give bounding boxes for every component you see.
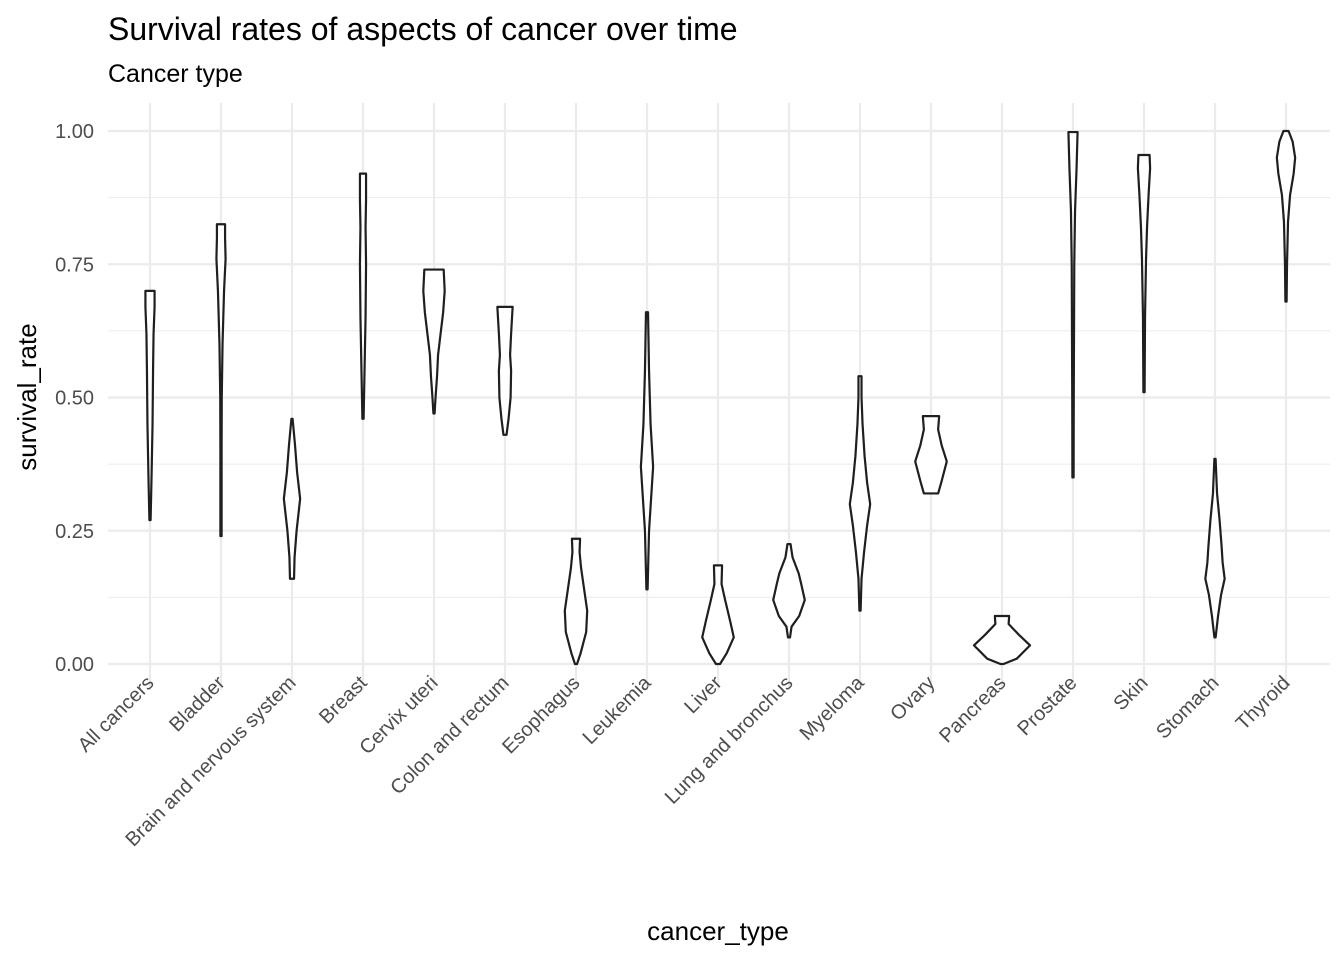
- violin-myeloma: [848, 375, 872, 612]
- chart-subtitle: Cancer type: [108, 60, 243, 88]
- violin-esophagus: [563, 537, 589, 666]
- y-tick-label: 0.25: [55, 521, 94, 543]
- violin-skin: [1136, 153, 1152, 394]
- y-axis-title: survival_rate: [12, 323, 42, 470]
- violin-bladder: [215, 223, 227, 538]
- violin-cervix-uteri: [422, 268, 446, 415]
- y-tick-label: 0.75: [55, 254, 94, 276]
- y-tick-label: 0.00: [55, 654, 94, 676]
- violin-brain-and-nervous-system: [282, 417, 302, 580]
- violin-stomach: [1204, 457, 1226, 639]
- violin-shapes: [144, 129, 1297, 666]
- y-tick-label: 0.50: [55, 388, 94, 410]
- y-axis-tick-labels: 0.00 0.25 0.50 0.75 1.00: [55, 121, 94, 676]
- x-axis-title: cancer_type: [647, 916, 789, 946]
- violin-thyroid: [1275, 129, 1297, 303]
- y-tick-label: 1.00: [55, 121, 94, 143]
- violin-prostate: [1067, 130, 1079, 479]
- violin-breast: [358, 172, 368, 420]
- violin-pancreas: [972, 614, 1032, 666]
- violin-colon-and-rectum: [496, 305, 514, 436]
- violin-leukemia: [639, 311, 655, 591]
- violin-ovary: [914, 415, 948, 495]
- chart-title: Survival rates of aspects of cancer over…: [108, 11, 738, 47]
- violin-lung-and-bronchus: [772, 542, 806, 639]
- violin-all-cancers: [144, 289, 156, 522]
- violin-liver: [701, 564, 735, 666]
